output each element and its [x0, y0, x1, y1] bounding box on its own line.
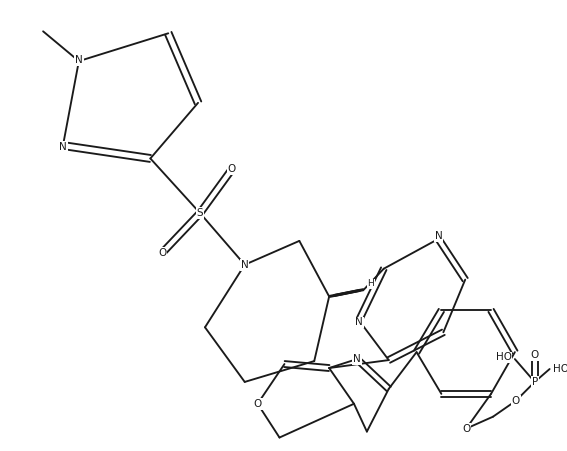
Text: O: O — [531, 350, 539, 360]
Text: O: O — [512, 396, 520, 406]
Text: O: O — [228, 164, 236, 175]
Text: P: P — [532, 377, 538, 387]
Text: N: N — [241, 260, 248, 270]
Text: N: N — [355, 318, 363, 327]
Text: N: N — [59, 142, 67, 152]
Text: N: N — [75, 55, 83, 65]
Text: N: N — [353, 354, 361, 364]
Text: N: N — [434, 231, 442, 241]
Text: O: O — [253, 399, 262, 409]
Text: O: O — [462, 423, 470, 433]
Text: S: S — [197, 208, 204, 218]
Text: HO: HO — [553, 364, 567, 374]
Text: O: O — [158, 248, 166, 258]
Text: HO: HO — [496, 352, 512, 362]
Text: H: H — [367, 279, 374, 288]
